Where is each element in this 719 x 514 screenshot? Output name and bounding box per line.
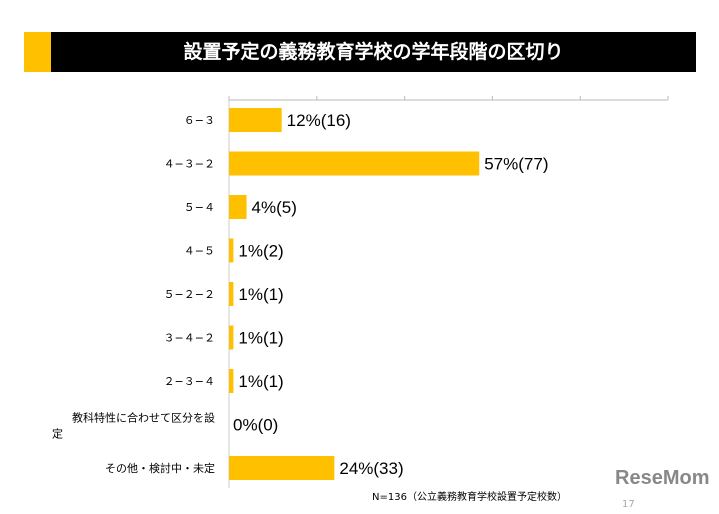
category-label: ２−３−４	[164, 375, 215, 388]
watermark-logo: ReseMom	[615, 467, 710, 489]
bar	[229, 108, 282, 132]
bar	[229, 151, 480, 176]
bar	[229, 456, 335, 480]
category-label: ３−４−２	[164, 332, 215, 345]
category-label: ４−３−２	[164, 158, 215, 171]
page-number: 17	[622, 499, 635, 510]
bar	[229, 369, 234, 393]
data-label: 24%(33)	[339, 459, 403, 478]
bar	[229, 325, 234, 350]
data-label: 1%(1)	[238, 285, 283, 304]
data-label: 4%(5)	[252, 198, 297, 217]
data-label: 1%(2)	[238, 242, 283, 261]
data-label: 1%(1)	[238, 372, 283, 391]
category-label: ５−４	[184, 201, 215, 214]
data-label: 0%(0)	[233, 416, 278, 435]
category-label: ４−５	[184, 245, 215, 258]
title-accent	[24, 32, 51, 72]
bar	[229, 238, 234, 263]
category-label: 教科特性に合わせて区分を設	[72, 411, 215, 425]
category-label: その他・検討中・未定	[105, 461, 215, 475]
category-label: 定	[52, 427, 63, 441]
title-bar: 設置予定の義務教育学校の学年段階の区切り	[24, 32, 696, 72]
category-label: ５−２−２	[164, 288, 215, 301]
bar	[229, 282, 234, 306]
data-label: 12%(16)	[287, 111, 351, 130]
sample-note: N=136（公立義務教育学校設置予定校数）	[372, 492, 567, 503]
data-label: 57%(77)	[484, 155, 548, 174]
bar	[229, 195, 247, 219]
category-label: ６−３	[184, 114, 215, 127]
chart-title: 設置予定の義務教育学校の学年段階の区切り	[183, 41, 564, 63]
data-label: 1%(1)	[238, 329, 283, 348]
